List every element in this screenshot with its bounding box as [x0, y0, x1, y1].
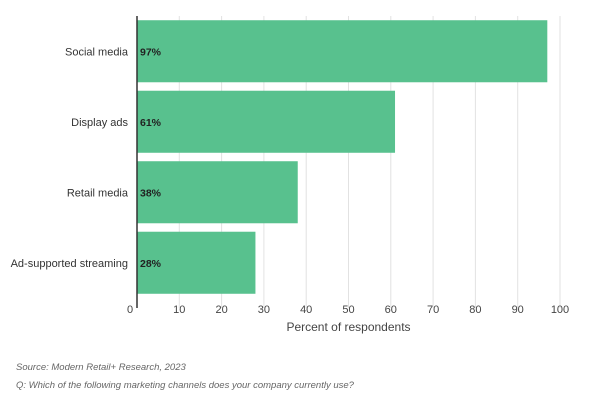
x-tick-label: 100	[551, 304, 569, 316]
x-tick-label: 80	[469, 304, 481, 316]
bar	[137, 231, 256, 294]
x-tick-labels: 0 10 20 30 40 50 60 70 80 90 100	[127, 304, 569, 316]
bar-chart: 97% 61% 38% 28% Social media Display ads Reta…	[11, 16, 569, 334]
x-tick-label: 40	[300, 304, 312, 316]
x-tick-label: 60	[385, 304, 397, 316]
data-label: 28%	[140, 258, 162, 270]
data-label: 38%	[140, 187, 162, 199]
x-tick-label: 50	[342, 304, 354, 316]
x-tick-label: 70	[427, 304, 439, 316]
bar	[137, 90, 396, 153]
x-axis-title: Percent of respondents	[286, 320, 410, 334]
data-label: 97%	[140, 46, 162, 58]
x-tick-label: 10	[173, 304, 185, 316]
x-tick-label: 20	[215, 304, 227, 316]
category-label: Social media	[65, 46, 129, 58]
category-label: Display ads	[71, 117, 128, 129]
data-label: 61%	[140, 117, 162, 129]
x-tick-label: 0	[127, 304, 133, 316]
x-tick-label: 30	[258, 304, 270, 316]
category-labels: Social media Display ads Retail media Ad-su…	[11, 46, 129, 270]
x-tick-label: 90	[512, 304, 524, 316]
data-labels: 97% 61% 38% 28%	[140, 46, 162, 270]
category-label: Ad-supported streaming	[11, 258, 128, 270]
survey-question: Q: Which of the following marketing chan…	[16, 380, 354, 391]
bar	[137, 161, 298, 224]
bars	[137, 20, 548, 294]
bar	[137, 20, 548, 83]
source-note: Source: Modern Retail+ Research, 2023	[16, 362, 186, 373]
category-label: Retail media	[67, 187, 129, 199]
